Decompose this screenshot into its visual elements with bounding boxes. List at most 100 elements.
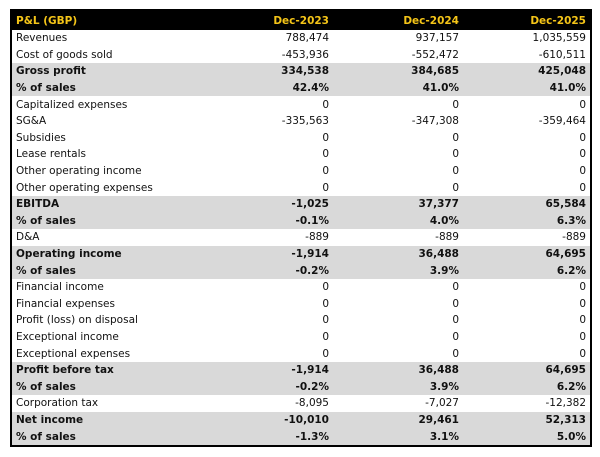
row: Cost of goods sold -453,936 -552,472 -610,5… [11, 47, 591, 64]
value-cell: 0 [579, 347, 586, 360]
row: Financial income 0 0 0 [11, 279, 591, 296]
label-cell: Other operating expenses [16, 181, 153, 194]
label-cell: Profit before tax [11, 361, 205, 379]
value-cell: 0 [322, 281, 329, 294]
label-cell: Exceptional income [16, 330, 119, 343]
summary-row: Net income -10,010 29,461 52,313 [11, 411, 591, 429]
value-cell: 37,377 [333, 195, 463, 213]
value-cell: -552,472 [411, 48, 459, 61]
row: Other operating expenses 0 0 0 [11, 179, 591, 196]
value-cell: -0.2% [205, 378, 333, 396]
value-cell: -889 [305, 231, 329, 244]
value-cell: 0 [452, 314, 459, 327]
row: Capitalized expenses 0 0 0 [11, 96, 591, 113]
value-cell: 1,035,559 [532, 32, 586, 45]
value-cell: -453,936 [281, 48, 329, 61]
value-cell: 0 [452, 330, 459, 343]
value-cell: 0 [579, 181, 586, 194]
label-cell: Financial income [16, 281, 104, 294]
label-cell: Gross profit [11, 63, 205, 80]
value-cell: 3.9% [333, 378, 463, 396]
value-cell: 0 [579, 330, 586, 343]
value-cell: -335,563 [281, 115, 329, 128]
value-cell: 0 [452, 148, 459, 161]
value-cell: -10,010 [205, 411, 333, 429]
value-cell: 0 [579, 148, 586, 161]
row: Profit (loss) on disposal 0 0 0 [11, 312, 591, 329]
value-cell: -0.1% [205, 212, 333, 230]
summary-row: % of sales -1.3% 3.1% 5.0% [11, 428, 591, 446]
summary-row: Operating income -1,914 36,488 64,695 [11, 245, 591, 263]
row: Corporation tax -8,095 -7,027 -12,382 [11, 395, 591, 412]
value-cell: 0 [452, 297, 459, 310]
value-cell: 5.0% [463, 428, 591, 446]
label-cell: Profit (loss) on disposal [16, 314, 138, 327]
value-cell: 42.4% [205, 79, 333, 97]
value-cell: 0 [322, 148, 329, 161]
value-cell: 0 [322, 131, 329, 144]
value-cell: 0 [452, 131, 459, 144]
value-cell: 65,584 [463, 195, 591, 213]
summary-row: Gross profit 334,538 384,685 425,048 [11, 63, 591, 80]
value-cell: 0 [452, 181, 459, 194]
value-cell: 6.2% [463, 262, 591, 279]
row: D&A -889 -889 -889 [11, 229, 591, 246]
label-cell: Cost of goods sold [16, 48, 113, 61]
label-cell: Operating income [11, 245, 205, 263]
column-header: Dec-2024 [333, 10, 463, 30]
row: Exceptional expenses 0 0 0 [11, 345, 591, 362]
label-cell: Capitalized expenses [16, 98, 128, 111]
value-cell: -889 [435, 231, 459, 244]
row: Other operating income 0 0 0 [11, 163, 591, 180]
value-cell: 937,157 [415, 32, 459, 45]
value-cell: 64,695 [463, 361, 591, 379]
value-cell: 0 [579, 297, 586, 310]
value-cell: 0 [579, 281, 586, 294]
summary-row: % of sales -0.1% 4.0% 6.3% [11, 212, 591, 230]
label-cell: Lease rentals [16, 148, 86, 161]
row: Lease rentals 0 0 0 [11, 146, 591, 163]
value-cell: 0 [322, 314, 329, 327]
value-cell: 0 [579, 165, 586, 178]
row: Exceptional income 0 0 0 [11, 329, 591, 346]
value-cell: -1,914 [205, 245, 333, 263]
pl-table: P&L (GBP) Dec-2023 Dec-2024 Dec-2025 Revenu… [10, 9, 592, 447]
value-cell: 425,048 [463, 63, 591, 80]
value-cell: -1,025 [205, 195, 333, 213]
value-cell: 4.0% [333, 212, 463, 230]
row: Financial expenses 0 0 0 [11, 296, 591, 313]
label-cell: % of sales [11, 262, 205, 279]
value-cell: 334,538 [205, 63, 333, 80]
value-cell: 64,695 [463, 245, 591, 263]
value-cell: 6.2% [463, 378, 591, 396]
value-cell: 0 [322, 98, 329, 111]
summary-row: Profit before tax -1,914 36,488 64,695 [11, 361, 591, 379]
value-cell: 3.1% [333, 428, 463, 446]
row: Revenues 788,474 937,157 1,035,559 [11, 30, 591, 47]
value-cell: 0 [452, 165, 459, 178]
value-cell: 0 [579, 98, 586, 111]
label-cell: % of sales [11, 378, 205, 396]
value-cell: 0 [322, 165, 329, 178]
value-cell: 0 [579, 314, 586, 327]
value-cell: 0 [579, 131, 586, 144]
value-cell: 0 [452, 347, 459, 360]
value-cell: -8,095 [295, 397, 329, 410]
label-cell: Other operating income [16, 165, 142, 178]
value-cell: 0 [322, 330, 329, 343]
value-cell: 0 [322, 297, 329, 310]
pl-table-wrap: P&L (GBP) Dec-2023 Dec-2024 Dec-2025 Revenu… [10, 9, 592, 447]
value-cell: 36,488 [333, 245, 463, 263]
summary-row: % of sales 42.4% 41.0% 41.0% [11, 79, 591, 97]
value-cell: -12,382 [545, 397, 586, 410]
summary-row: EBITDA -1,025 37,377 65,584 [11, 195, 591, 213]
column-header: Dec-2025 [463, 10, 591, 30]
value-cell: -0.2% [205, 262, 333, 279]
value-cell: -359,464 [538, 115, 586, 128]
value-cell: -347,308 [411, 115, 459, 128]
value-cell: 41.0% [463, 79, 591, 97]
value-cell: 29,461 [333, 411, 463, 429]
label-cell: % of sales [11, 428, 205, 446]
row: SG&A -335,563 -347,308 -359,464 [11, 113, 591, 130]
